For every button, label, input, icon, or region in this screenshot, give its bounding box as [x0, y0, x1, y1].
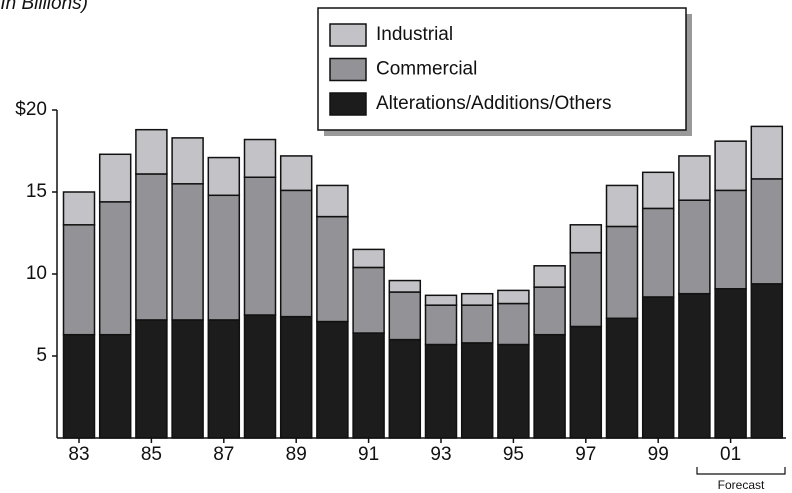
- bar-segment: [460, 304, 494, 344]
- bar-segment: [424, 343, 458, 439]
- bar-segment: [62, 333, 96, 439]
- bar-segment: [533, 265, 566, 288]
- bar-segment: [714, 189, 747, 290]
- bar-segment: [533, 286, 566, 336]
- bar-segment: [352, 332, 385, 439]
- bar-segment: [678, 199, 711, 295]
- bar-segment: [207, 156, 241, 197]
- bar-segment: [98, 201, 132, 336]
- bar-segment: [243, 314, 277, 439]
- bar-segment: [569, 224, 603, 254]
- bar-segment: [388, 338, 422, 439]
- bar-segment: [605, 225, 639, 320]
- x-tick-label: 87: [213, 444, 234, 465]
- legend-label: Alterations/Additions/Others: [376, 93, 612, 114]
- bar-segment: [750, 178, 784, 285]
- x-tick-label: 95: [503, 444, 524, 465]
- bar-segment: [497, 302, 530, 346]
- bar-segment: [171, 319, 204, 439]
- bar-segment: [750, 283, 784, 439]
- bar-segment: [171, 137, 204, 185]
- bar-segment: [352, 266, 385, 334]
- bar-segment: [243, 138, 277, 178]
- bar-segment: [569, 325, 603, 439]
- bar-segment: [316, 320, 349, 439]
- legend-swatch: [329, 23, 367, 47]
- bar-segment: [497, 289, 530, 305]
- bar-segment: [135, 173, 168, 321]
- bar-segment: [678, 155, 711, 201]
- y-tick-label: 15: [26, 181, 47, 202]
- forecast-bracket: [696, 467, 786, 475]
- bar-segment: [388, 291, 422, 341]
- bar-segment: [171, 183, 204, 321]
- bar-segment: [750, 125, 784, 180]
- bar-segment: [533, 333, 566, 439]
- bar-segment: [98, 333, 132, 439]
- bar-segment: [569, 251, 603, 328]
- bar-segment: [98, 153, 132, 203]
- bar-segment: [605, 184, 639, 228]
- x-tick-label: 91: [358, 444, 379, 465]
- bar-segment: [714, 288, 747, 439]
- y-tick-label: 10: [26, 263, 47, 284]
- x-tick-label: 83: [68, 444, 89, 465]
- bar-segment: [678, 292, 711, 439]
- bar-segment: [243, 176, 277, 316]
- x-tick-label: 99: [648, 444, 669, 465]
- bar-segment: [388, 279, 422, 293]
- bar-segment: [279, 315, 313, 439]
- bar-segment: [641, 171, 675, 210]
- y-tick-label: $20: [15, 99, 47, 120]
- bar-segment: [605, 317, 639, 439]
- x-tick-label: 89: [286, 444, 307, 465]
- bar-segment: [316, 184, 349, 218]
- bar-segment: [316, 215, 349, 323]
- bar-segment: [62, 191, 96, 226]
- x-tick-label: 01: [720, 444, 741, 465]
- bar-segment: [207, 194, 241, 321]
- bar-segment: [424, 304, 458, 346]
- bar-segment: [460, 292, 494, 306]
- bar-segment: [460, 342, 494, 439]
- bar-segment: [62, 224, 96, 336]
- legend-label: Commercial: [376, 59, 477, 80]
- legend-swatch: [329, 92, 367, 116]
- bar-segment: [714, 140, 747, 192]
- legend-label: Industrial: [376, 24, 453, 45]
- bar-segment: [641, 296, 675, 439]
- bar-segment: [352, 248, 385, 269]
- bar-segment: [135, 319, 168, 439]
- bar-segment: [279, 155, 313, 192]
- bar-segment: [279, 189, 313, 318]
- bar-segment: [497, 343, 530, 439]
- x-tick-label: 97: [575, 444, 596, 465]
- bar-segment: [424, 294, 458, 306]
- subtitle: (In Billions): [0, 0, 88, 14]
- bar-segment: [135, 128, 168, 175]
- x-tick-label: 85: [141, 444, 162, 465]
- bar-segment: [641, 207, 675, 298]
- legend-swatch: [329, 57, 367, 82]
- forecast-label: Forecast: [718, 478, 765, 492]
- x-tick-label: 93: [430, 444, 451, 465]
- y-tick-label: 5: [36, 345, 47, 366]
- legend-box: [317, 7, 687, 131]
- bar-segment: [207, 319, 241, 439]
